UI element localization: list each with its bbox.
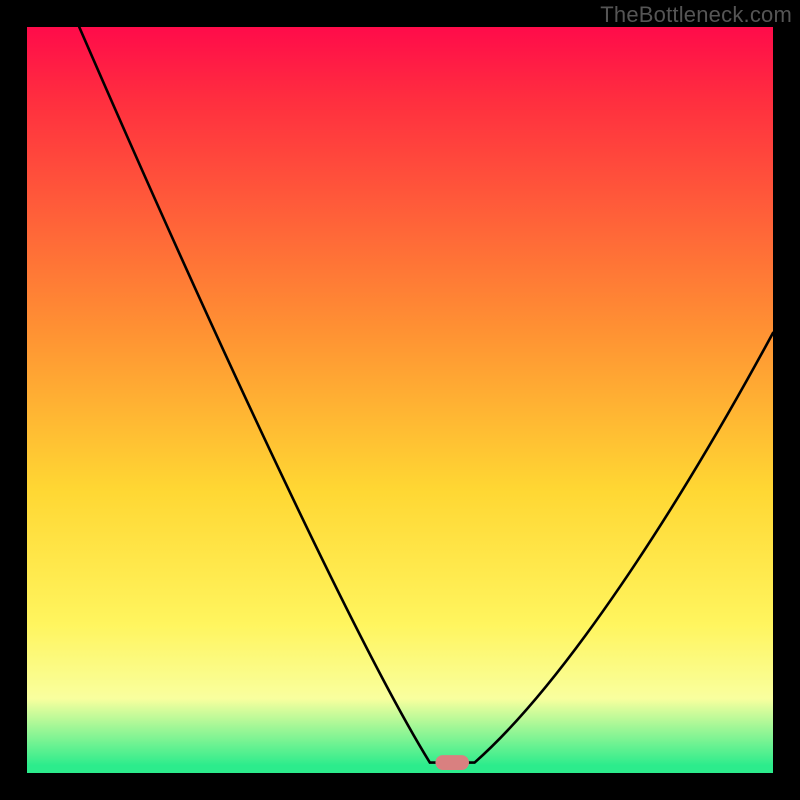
bottleneck-minimum-marker: [435, 755, 469, 770]
chart-root: TheBottleneck.com: [0, 0, 800, 800]
watermark-text: TheBottleneck.com: [600, 2, 792, 28]
marker-layer: [27, 27, 773, 773]
gradient-plot-area: [27, 27, 773, 773]
